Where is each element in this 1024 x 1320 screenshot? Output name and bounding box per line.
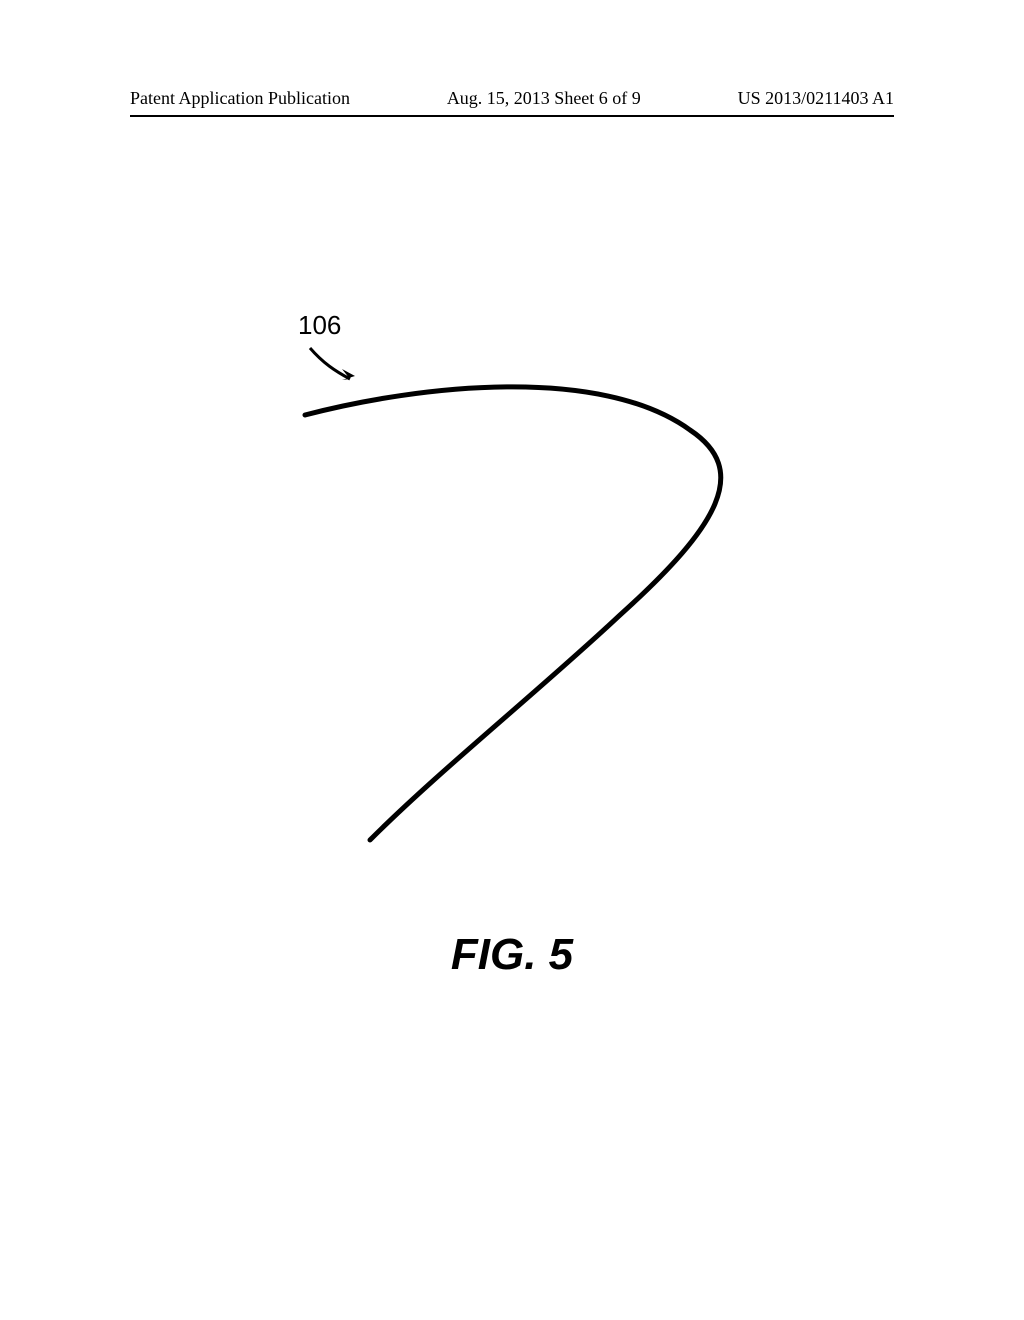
header-rule (130, 115, 894, 117)
reference-number-label: 106 (298, 310, 341, 341)
header-right: US 2013/0211403 A1 (738, 88, 894, 109)
header-row: Patent Application Publication Aug. 15, … (130, 88, 894, 109)
figure-curve-icon (280, 370, 780, 870)
page-header: Patent Application Publication Aug. 15, … (0, 88, 1024, 117)
main-curve (305, 387, 721, 840)
header-center: Aug. 15, 2013 Sheet 6 of 9 (447, 88, 641, 109)
header-left: Patent Application Publication (130, 88, 350, 109)
figure-caption: FIG. 5 (0, 930, 1024, 980)
